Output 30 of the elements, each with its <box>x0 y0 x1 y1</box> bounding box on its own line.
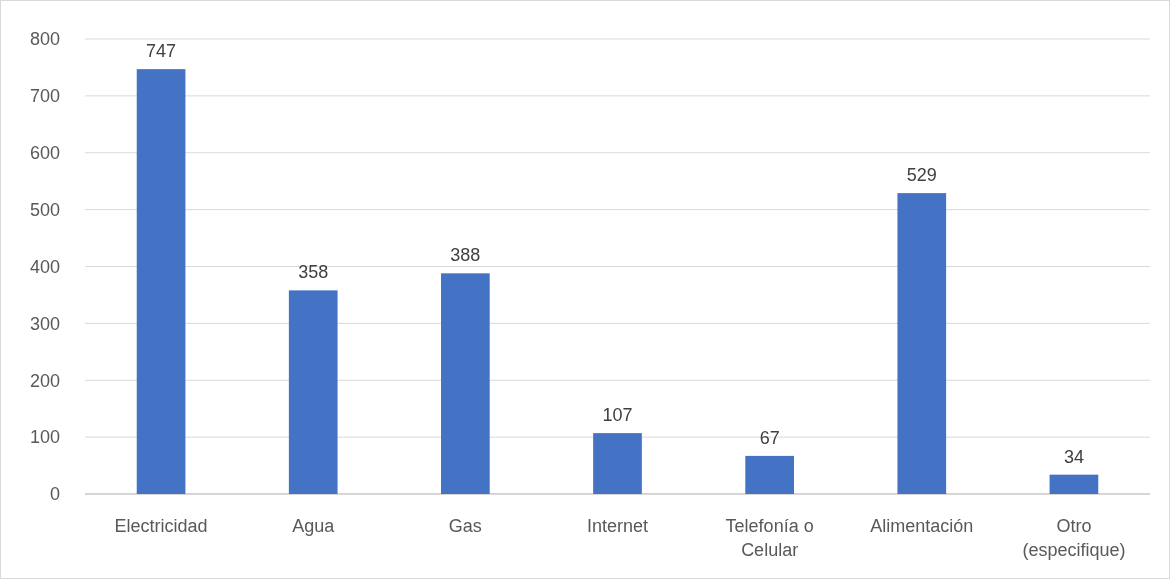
x-tick-label: Internet <box>586 516 649 536</box>
x-tick-label: Otro (especifique) <box>1022 516 1126 560</box>
x-tick-label: Gas <box>448 516 482 536</box>
data-label: 358 <box>298 262 329 283</box>
bar <box>745 455 794 494</box>
y-tick-label: 800 <box>29 29 60 50</box>
data-label: 34 <box>1063 446 1084 467</box>
y-tick-label: 200 <box>29 370 60 391</box>
data-label: 529 <box>906 165 937 186</box>
bar <box>288 290 338 494</box>
bar <box>593 433 642 494</box>
data-label: 747 <box>146 41 177 62</box>
data-label: 388 <box>450 245 481 266</box>
bar <box>441 273 490 494</box>
bar <box>136 69 186 494</box>
bar <box>897 193 947 494</box>
y-tick-label: 0 <box>49 484 60 505</box>
x-tick-label: Alimentación <box>870 516 974 536</box>
y-tick-label: 600 <box>29 143 60 164</box>
y-tick-label: 100 <box>29 427 60 448</box>
data-label: 107 <box>602 405 633 426</box>
y-tick-label: 500 <box>29 199 60 220</box>
y-tick-label: 300 <box>29 313 60 334</box>
x-tick-label: Telefonía o Celular <box>725 516 814 560</box>
data-label: 67 <box>759 427 780 448</box>
x-tick-label: Electricidad <box>114 516 208 536</box>
y-tick-label: 700 <box>29 86 60 107</box>
x-tick-label: Agua <box>292 516 336 536</box>
y-tick-label: 400 <box>29 256 60 277</box>
bar <box>1049 474 1099 494</box>
